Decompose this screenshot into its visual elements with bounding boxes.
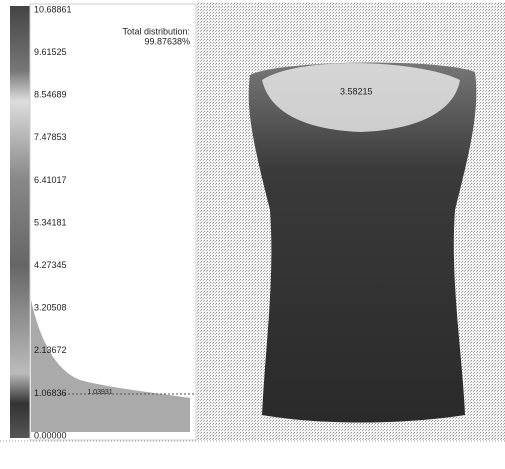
scale-label: 8.54689 [34, 90, 67, 100]
scale-label: 1.06836 [34, 388, 67, 398]
distribution-title: Total distribution: [122, 26, 190, 36]
scale-label: 9.61525 [34, 47, 67, 57]
scale-label: 0.00000 [34, 430, 67, 440]
viewer: 1.03931 Total distribution: 99.87638% 3.… [0, 0, 505, 464]
scale-label: 3.20508 [34, 303, 67, 313]
marker-label: 1.03931 [87, 389, 112, 396]
color-bar [10, 6, 30, 438]
model-annotation: 3.58215 [340, 86, 373, 96]
scale-label: 7.47853 [34, 132, 67, 142]
distribution-value: 99.87638% [144, 36, 190, 46]
scale-label: 10.68861 [34, 4, 72, 14]
scale-label: 2.13672 [34, 345, 67, 355]
scale-label: 4.27345 [34, 260, 67, 270]
scale-label: 6.41017 [34, 175, 67, 185]
scale-label: 5.34181 [34, 217, 67, 227]
